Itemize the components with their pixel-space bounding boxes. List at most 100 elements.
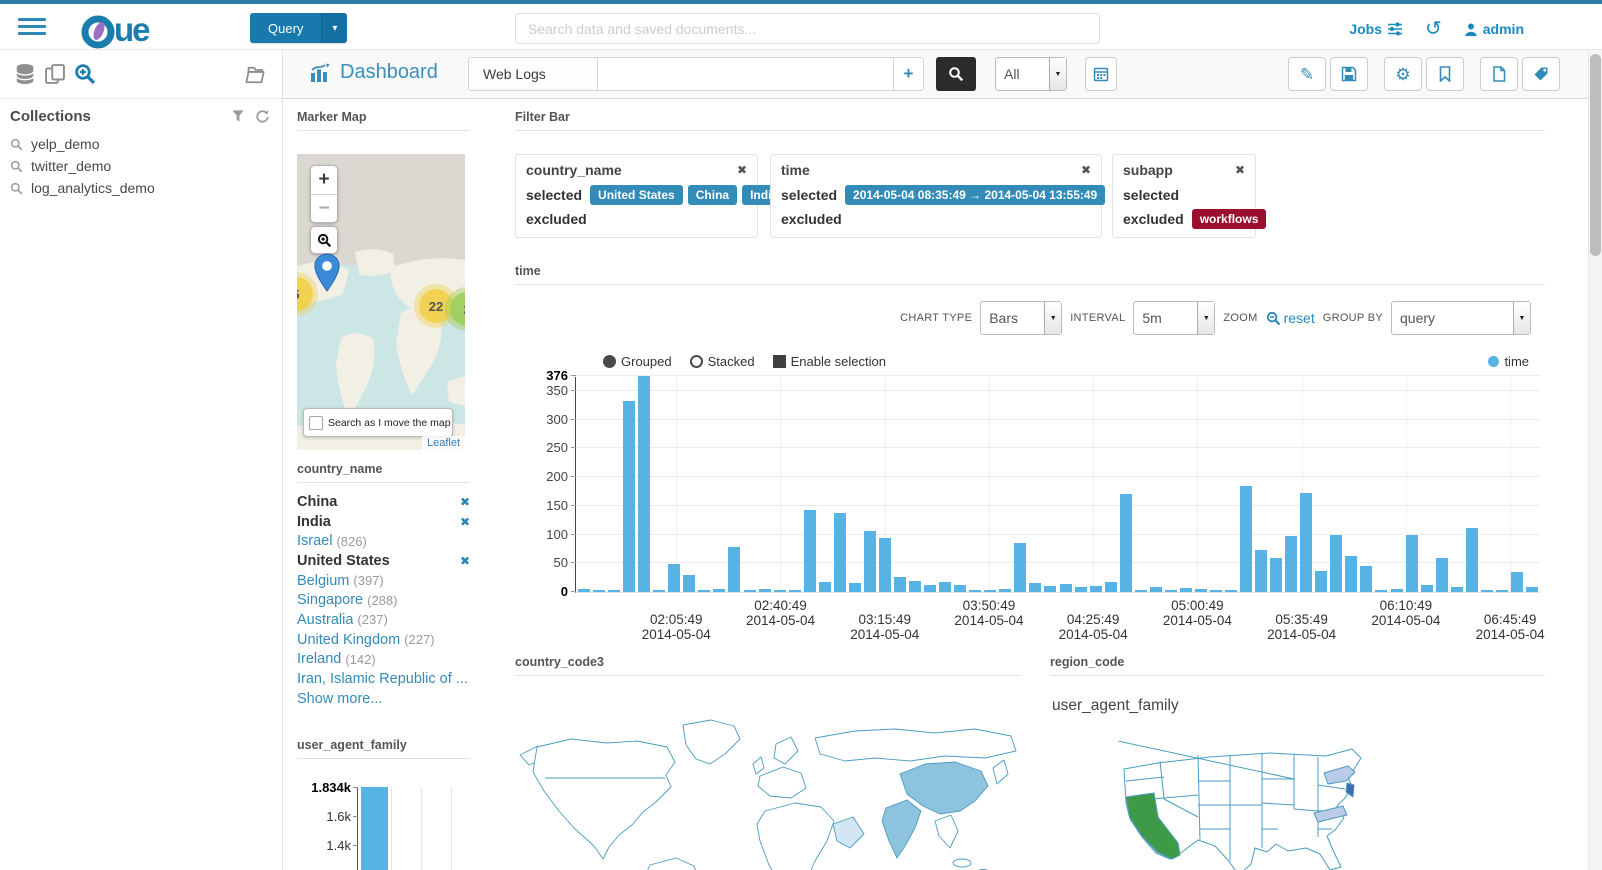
bar[interactable] — [1209, 590, 1222, 592]
selection-checkbox-icon[interactable] — [772, 355, 786, 368]
world-choropleth-map[interactable] — [515, 715, 1020, 870]
time-field-select[interactable]: All ▼ — [995, 57, 1067, 91]
bar[interactable] — [668, 564, 681, 592]
bar[interactable] — [1164, 590, 1177, 592]
chart-type-select[interactable]: Bars ▼ — [980, 301, 1063, 335]
save-button[interactable] — [1330, 57, 1368, 91]
series-legend[interactable]: time — [1488, 354, 1529, 369]
bar[interactable] — [608, 590, 621, 592]
bar[interactable] — [1330, 534, 1343, 592]
bar[interactable] — [743, 590, 756, 592]
refresh-icon[interactable] — [255, 109, 270, 124]
close-icon[interactable]: ✖ — [736, 163, 747, 177]
close-icon[interactable]: ✖ — [1080, 163, 1091, 177]
bar[interactable] — [984, 590, 997, 592]
bar[interactable] — [1194, 589, 1207, 592]
us-states-choropleth-map[interactable] — [1118, 741, 1428, 870]
legend-enable-selection[interactable]: Enable selection — [772, 354, 886, 369]
bar[interactable] — [999, 588, 1012, 592]
remove-filter-icon[interactable]: ✖ — [459, 514, 470, 529]
menu-icon[interactable] — [18, 18, 46, 38]
database-icon[interactable] — [14, 63, 36, 85]
bar[interactable] — [1375, 589, 1388, 592]
bar[interactable] — [833, 513, 846, 592]
bar[interactable] — [1300, 493, 1313, 592]
map-zoom-box-button[interactable] — [310, 226, 338, 254]
remove-filter-icon[interactable]: ✖ — [459, 553, 470, 568]
country-india[interactable] — [881, 799, 922, 859]
zoom-out-button[interactable]: − — [311, 194, 337, 222]
interval-select[interactable]: 5m ▼ — [1133, 301, 1216, 335]
radio-grouped-icon[interactable] — [603, 355, 616, 368]
bar[interactable] — [1345, 555, 1358, 592]
hue-logo[interactable]: ue — [78, 10, 150, 50]
state-new-jersey[interactable] — [1345, 782, 1355, 798]
bar[interactable] — [1435, 557, 1448, 592]
bar[interactable] — [1495, 590, 1508, 592]
search-as-move-checkbox[interactable] — [309, 415, 323, 430]
bar[interactable] — [728, 546, 741, 592]
settings-button[interactable]: ⚙ — [1384, 57, 1422, 91]
filter-pill[interactable]: United States — [590, 185, 683, 205]
scrollbar-thumb[interactable] — [1590, 54, 1601, 256]
bar[interactable] — [848, 582, 861, 592]
document-button[interactable] — [1480, 57, 1518, 91]
bar[interactable] — [1014, 543, 1027, 592]
copy-documents-icon[interactable] — [44, 63, 66, 85]
bar[interactable] — [1134, 589, 1147, 592]
bar[interactable] — [1390, 589, 1403, 592]
bar[interactable] — [1450, 587, 1463, 592]
remove-filter-icon[interactable]: ✖ — [459, 494, 470, 509]
bar[interactable] — [954, 584, 967, 592]
bar[interactable] — [361, 787, 388, 870]
page-scrollbar[interactable] — [1588, 50, 1602, 870]
radio-stacked-icon[interactable] — [689, 355, 703, 368]
marker-cluster[interactable]: 22 — [419, 289, 453, 323]
bar[interactable] — [788, 590, 801, 592]
bar[interactable] — [1510, 571, 1523, 592]
bar[interactable] — [713, 588, 726, 592]
search-button[interactable] — [936, 57, 976, 91]
bar[interactable] — [593, 590, 606, 592]
zoom-in-icon[interactable] — [74, 63, 96, 85]
bar[interactable] — [1074, 586, 1087, 592]
bar[interactable] — [1225, 590, 1238, 592]
state-north-carolina[interactable] — [1313, 805, 1348, 823]
add-facet-button[interactable]: + — [894, 57, 924, 91]
filter-pill[interactable]: 2014-05-04 08:35:49 → 2014-05-04 13:55:4… — [845, 185, 1106, 205]
legend-grouped[interactable]: Grouped — [603, 354, 672, 369]
show-more-link[interactable]: Show more... — [297, 690, 383, 707]
bar[interactable] — [1480, 589, 1493, 592]
facet-value-link[interactable]: Singapore — [297, 592, 364, 609]
filter-pill[interactable]: China — [687, 185, 738, 205]
bar[interactable] — [1104, 582, 1117, 592]
filter-pill[interactable]: workflows — [1191, 209, 1267, 229]
zoom-in-button[interactable]: + — [311, 166, 337, 194]
legend-stacked[interactable]: Stacked — [689, 354, 755, 369]
bar[interactable] — [683, 575, 696, 592]
facet-value-link[interactable]: Israel — [297, 533, 333, 550]
facet-value-link[interactable]: United Kingdom — [297, 631, 401, 648]
leaflet-map[interactable]: + − 5 22 2 Search as I move the map Leaf… — [297, 154, 465, 450]
bar[interactable] — [924, 585, 937, 592]
bar[interactable] — [623, 400, 636, 592]
bar[interactable] — [1420, 584, 1433, 592]
collection-item[interactable]: log_analytics_demo — [10, 177, 274, 199]
dashboard-search-input[interactable] — [598, 57, 894, 91]
bar[interactable] — [893, 576, 906, 592]
bar[interactable] — [1285, 536, 1298, 592]
bar[interactable] — [1179, 587, 1192, 592]
bar[interactable] — [1360, 566, 1373, 592]
bar[interactable] — [1149, 587, 1162, 592]
bar[interactable] — [909, 581, 922, 592]
bookmark-button[interactable] — [1426, 57, 1464, 91]
query-button[interactable]: Query ▾ — [250, 13, 348, 43]
bar[interactable] — [1315, 570, 1328, 592]
bar[interactable] — [863, 530, 876, 592]
state-new-york[interactable] — [1323, 765, 1356, 785]
marker-cluster[interactable]: 5 — [297, 277, 313, 311]
bar[interactable] — [1270, 557, 1283, 592]
bar[interactable] — [1465, 527, 1478, 592]
jobs-link[interactable]: Jobs — [1349, 21, 1403, 37]
time-bar-chart[interactable]: 0 50 100 150 200 250 300 350 376 02:05:49 2014-05-… — [546, 369, 1544, 643]
